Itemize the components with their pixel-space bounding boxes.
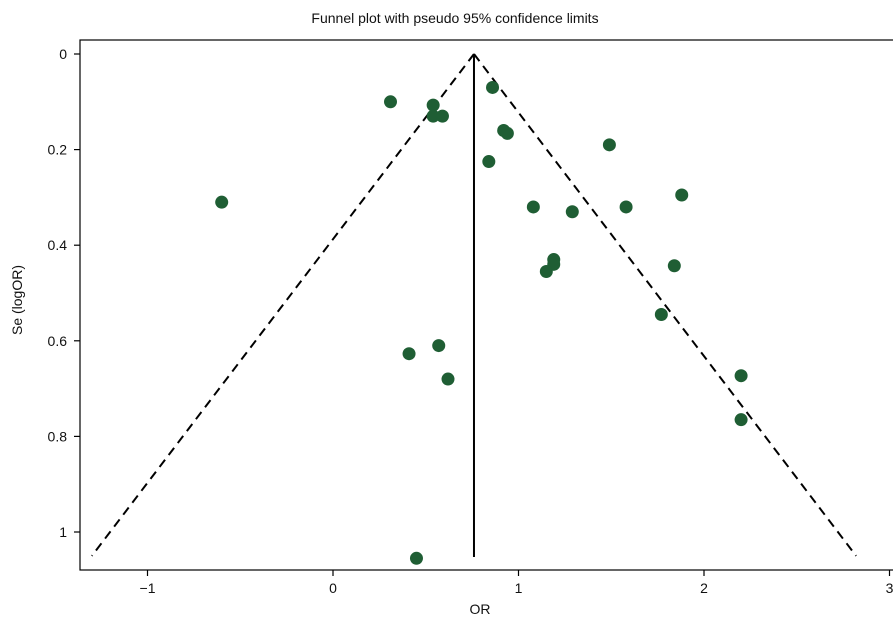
study-point <box>402 347 416 361</box>
study-point <box>441 372 455 386</box>
study-point <box>734 413 748 427</box>
x-tick-label: 3 <box>886 580 893 596</box>
study-point <box>602 138 616 152</box>
study-point <box>432 339 446 353</box>
y-axis-label: Se (logOR) <box>9 265 25 335</box>
y-tick-label: 0.2 <box>48 142 68 158</box>
plot-frame <box>79 39 893 571</box>
chart-title: Funnel plot with pseudo 95% confidence l… <box>311 10 598 26</box>
data-points <box>215 80 748 565</box>
study-point <box>426 98 440 112</box>
study-point <box>734 369 748 383</box>
x-tick-label: 0 <box>329 580 337 596</box>
study-point <box>565 205 579 219</box>
study-point <box>539 264 553 278</box>
funnel-right-limit <box>473 53 857 557</box>
study-point <box>486 80 500 94</box>
y-tick-label: 1 <box>59 524 67 540</box>
study-point <box>215 195 229 209</box>
x-axis-label: OR <box>470 601 491 617</box>
y-tick-label: 0.4 <box>48 237 68 253</box>
study-point <box>409 551 423 565</box>
x-tick-label: 2 <box>700 580 708 596</box>
study-point <box>435 109 449 123</box>
funnel-left-limit <box>91 53 475 557</box>
x-tick-label: 1 <box>515 580 523 596</box>
x-tick-label: −1 <box>140 580 156 596</box>
study-point <box>426 109 440 123</box>
y-tick-label: 0.6 <box>48 333 68 349</box>
study-point <box>384 95 398 109</box>
study-point <box>675 188 689 202</box>
x-axis: −1 0 1 2 3 <box>140 570 893 596</box>
study-point <box>667 259 681 273</box>
y-tick-label: 0.8 <box>48 428 68 444</box>
study-point <box>619 200 633 214</box>
study-point <box>654 308 668 322</box>
y-axis: 0 0.2 0.4 0.6 0.8 1 <box>48 46 80 540</box>
study-point <box>526 200 540 214</box>
y-tick-label: 0 <box>59 46 67 62</box>
study-point <box>500 126 514 140</box>
study-point <box>482 155 496 169</box>
